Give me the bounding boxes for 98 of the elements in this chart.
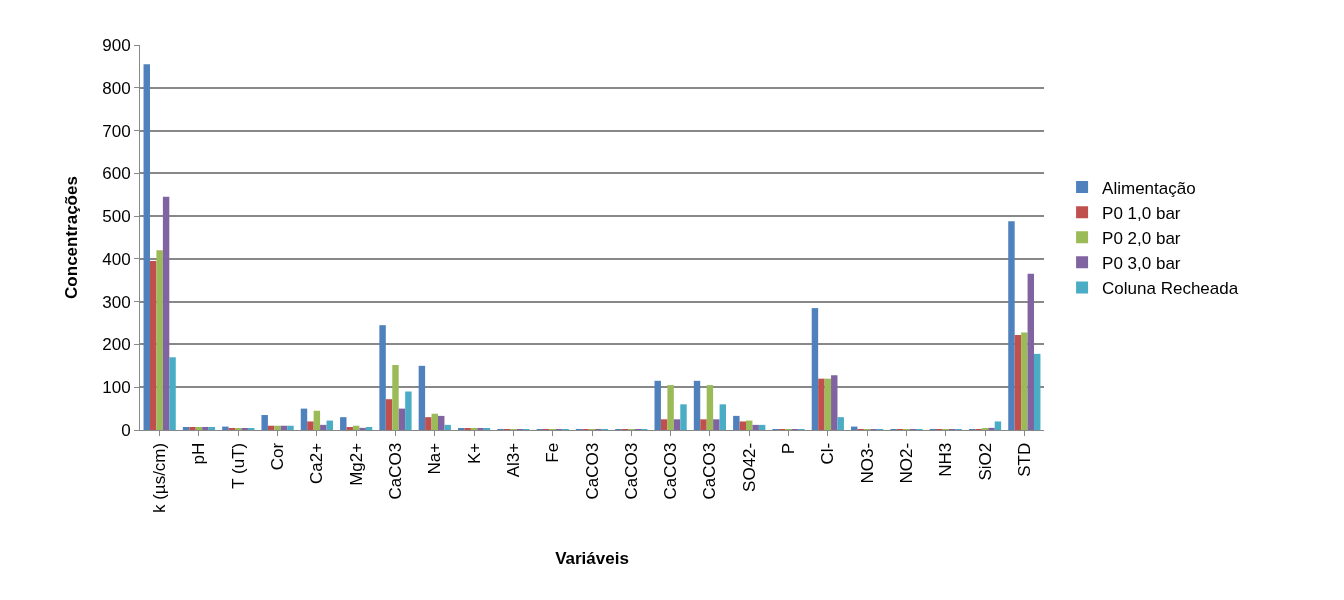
bar <box>438 415 445 430</box>
bar <box>739 421 746 430</box>
y-tick-label: 500 <box>102 207 131 227</box>
bar <box>431 413 439 430</box>
bar <box>1034 353 1041 430</box>
y-tick-label: 800 <box>102 78 131 98</box>
bar <box>405 391 412 430</box>
legend-label: P0 1,0 bar <box>1102 203 1181 223</box>
x-tick-label: CaCO3 <box>661 442 681 500</box>
x-tick-label: pH <box>189 442 209 465</box>
bar <box>660 419 668 430</box>
bar <box>444 424 451 430</box>
bar <box>261 415 268 430</box>
bar <box>1021 332 1028 430</box>
bar <box>719 404 727 430</box>
x-tick-label: k (µs/cm) <box>150 442 170 514</box>
x-tick-label: P <box>779 442 799 455</box>
x-tick-label: CaCO3 <box>700 442 720 500</box>
x-tick-label: Fe <box>543 442 563 463</box>
y-tick-label: 0 <box>121 420 131 440</box>
bar <box>831 375 838 430</box>
bar <box>359 427 366 430</box>
bar <box>208 427 216 430</box>
bar <box>824 378 832 430</box>
bar <box>365 427 373 430</box>
legend-label: Alimentação <box>1102 178 1196 198</box>
bar <box>392 364 399 430</box>
x-tick-label: Al3+ <box>503 442 523 478</box>
bar <box>195 427 203 430</box>
bar <box>340 417 347 430</box>
bar <box>837 417 844 430</box>
bar <box>700 419 707 430</box>
bar <box>713 419 720 430</box>
legend-label: P0 2,0 bar <box>1102 228 1181 248</box>
bar <box>313 410 321 430</box>
x-tick-label: Cl- <box>818 442 838 465</box>
bar <box>379 325 386 430</box>
bar <box>1027 273 1035 430</box>
bar <box>1014 335 1022 430</box>
x-tick-label: Mg2+ <box>346 442 366 486</box>
x-tick-label: Cor <box>268 442 288 471</box>
y-tick-label: 200 <box>102 335 131 355</box>
bar <box>169 357 176 430</box>
bar <box>189 427 196 430</box>
x-tick-label: K+ <box>464 442 484 465</box>
bar <box>818 378 825 430</box>
bar <box>758 424 766 430</box>
bar <box>398 408 406 430</box>
bar <box>222 426 229 430</box>
y-tick-label: 700 <box>102 121 131 141</box>
bar <box>733 415 740 430</box>
bar <box>1008 221 1015 430</box>
y-tick-label: 900 <box>102 35 131 55</box>
bar <box>274 425 281 430</box>
bar <box>385 399 393 430</box>
bar <box>425 417 432 430</box>
bar <box>307 421 314 430</box>
bar <box>182 427 190 430</box>
bar <box>680 404 687 430</box>
bar <box>156 250 163 430</box>
bar <box>149 261 157 430</box>
bar <box>811 308 819 430</box>
x-tick-label: NH3 <box>936 442 956 477</box>
bar <box>320 424 327 430</box>
bar <box>346 427 353 430</box>
x-tick-label: Na+ <box>425 442 445 475</box>
x-tick-label: NO2- <box>896 442 916 484</box>
y-axis-title: Concentrações <box>61 176 81 299</box>
y-tick-label: 600 <box>102 164 131 184</box>
x-tick-label: CaCO3 <box>386 442 406 500</box>
y-tick-label: 400 <box>102 249 131 269</box>
x-tick-label: SO42- <box>739 442 759 492</box>
x-tick-label: CaCO3 <box>621 442 641 500</box>
x-tick-label: Ca2+ <box>307 442 327 484</box>
bar <box>162 196 170 430</box>
bar <box>287 425 294 430</box>
bar <box>202 427 209 430</box>
x-axis-title: Variáveis <box>555 549 629 569</box>
bar <box>418 365 426 430</box>
bar <box>300 408 308 430</box>
x-tick-label: SiO2 <box>975 442 995 481</box>
legend-label: P0 3,0 bar <box>1102 253 1181 273</box>
x-tick-label: T (uT) <box>228 442 248 489</box>
legend-label: Coluna Recheada <box>1102 279 1239 299</box>
bar <box>752 424 759 430</box>
bar <box>693 380 701 430</box>
x-tick-label: CaCO3 <box>582 442 602 500</box>
y-tick-label: 300 <box>102 292 131 312</box>
bar <box>667 385 674 430</box>
bar <box>988 427 995 430</box>
x-tick-label: STD <box>1014 442 1034 477</box>
y-tick-label: 100 <box>102 378 131 398</box>
bar <box>143 64 150 430</box>
bar <box>654 380 661 430</box>
x-tick-label: NO3- <box>857 442 877 484</box>
bar <box>994 421 1002 430</box>
bar <box>673 419 681 430</box>
bar <box>706 385 714 430</box>
